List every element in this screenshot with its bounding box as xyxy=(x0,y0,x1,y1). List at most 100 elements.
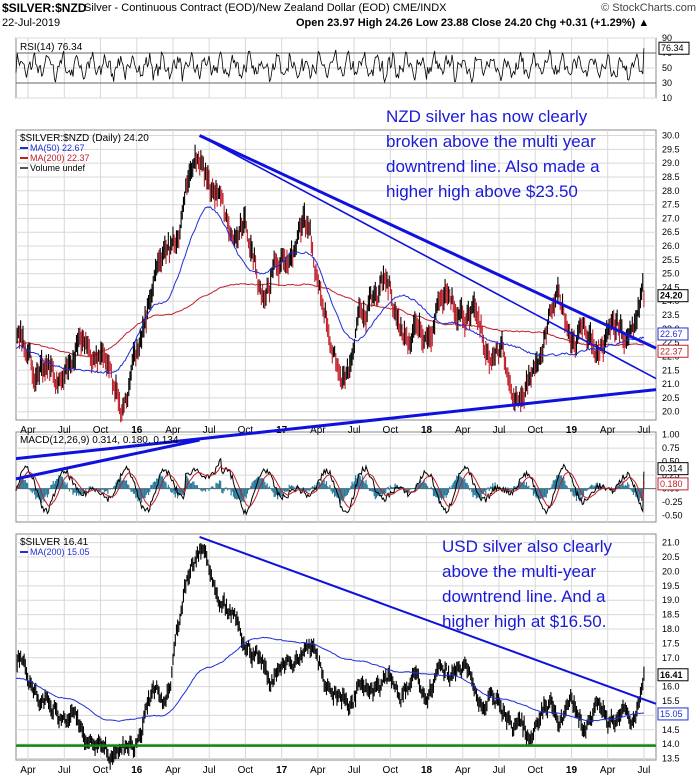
nzd-tick-label: 21.0 xyxy=(662,379,680,389)
macd-value-tag xyxy=(657,477,689,491)
rsi-tick-label: 30 xyxy=(662,78,672,88)
usd-ma200-line xyxy=(15,636,644,722)
macd-tick-label: 1.00 xyxy=(662,430,680,440)
rsi-tick-label: 10 xyxy=(662,93,672,103)
nzd-x-label: 18 xyxy=(421,425,433,436)
nzd-tick-label: 27.0 xyxy=(662,213,680,223)
usd-x-label: 19 xyxy=(566,765,578,776)
nzd-x-label: Jul xyxy=(493,425,506,436)
nzd-legend-entry: Volume undef xyxy=(30,163,86,173)
usd-value-tag xyxy=(657,707,689,721)
usd-tick-label: 21.0 xyxy=(662,538,680,548)
nzd-x-label: Apr xyxy=(455,425,471,436)
usd-x-label: Oct xyxy=(93,765,109,776)
macd-line xyxy=(15,457,645,516)
rsi-line xyxy=(15,48,645,84)
nzd-value-tag xyxy=(657,344,689,358)
usd-tick-label: 14.0 xyxy=(662,739,680,749)
usd-x-label: Apr xyxy=(165,765,181,776)
nzd-value-label: 22.67 xyxy=(660,329,683,339)
nzd-x-label: 16 xyxy=(131,425,143,436)
nzd-x-label: Apr xyxy=(600,425,616,436)
nzd-annotation: NZD silver has now clearly broken above … xyxy=(386,104,600,204)
rsi-value-tag xyxy=(658,41,690,55)
nzd-ma200-line xyxy=(15,282,644,358)
usd-x-label: Jul xyxy=(638,765,651,776)
usd-value-tag xyxy=(657,668,689,682)
usd-x-label: Jul xyxy=(348,765,361,776)
usd-legend-entry: MA(200) 15.05 xyxy=(30,547,90,557)
macd-trendline-extension xyxy=(15,438,200,481)
nzd-trendline xyxy=(199,134,657,380)
usd-tick-label: 20.5 xyxy=(662,552,680,562)
usd-x-label: Apr xyxy=(455,765,471,776)
nzd-legend-entry: MA(200) 22.37 xyxy=(30,153,90,163)
usd-x-label: 16 xyxy=(131,765,143,776)
nzd-x-label: Oct xyxy=(238,425,254,436)
usd-x-label: 17 xyxy=(276,765,288,776)
nzd-panel-frame xyxy=(15,129,657,421)
nzd-tick-label: 25.0 xyxy=(662,269,680,279)
macd-value-tag xyxy=(657,462,689,476)
nzd-x-label: 19 xyxy=(566,425,578,436)
nzd-tick-label: 28.0 xyxy=(662,186,680,196)
nzd-tick-label: 30.0 xyxy=(662,131,680,141)
nzd-value-label: 24.20 xyxy=(660,291,683,301)
macd-legend: MACD(12,26,9) 0.314, 0.180, 0.134 xyxy=(20,435,179,446)
nzd-x-label: Jul xyxy=(58,425,71,436)
nzd-tick-label: 26.5 xyxy=(662,227,680,237)
nzd-tick-label: 20.5 xyxy=(662,393,680,403)
nzd-annotation-line: broken above the multi year xyxy=(386,132,596,151)
macd-tick-label: 0.50 xyxy=(662,457,680,467)
symbol-title: $SILVER:$NZD xyxy=(2,1,87,15)
rsi-tick-label: 90 xyxy=(662,33,672,43)
macd-signal-line xyxy=(15,465,645,509)
watermark: © StockCharts.com xyxy=(601,2,696,14)
rsi-value-label: 76.34 xyxy=(661,43,684,53)
nzd-tick-label: 20.0 xyxy=(662,407,680,417)
usd-trendline xyxy=(199,535,657,705)
usd-tick-label: 13.5 xyxy=(662,754,680,764)
usd-tick-label: 18.0 xyxy=(662,624,680,634)
nzd-tick-label: 26.0 xyxy=(662,241,680,251)
nzd-x-label: Oct xyxy=(527,425,543,436)
nzd-value-label: 22.37 xyxy=(660,346,683,356)
chart-header: $SILVER:$NZD Silver - Continuous Contrac… xyxy=(0,0,700,34)
nzd-x-label: Jul xyxy=(348,425,361,436)
usd-annotation-line: above the multi-year xyxy=(442,562,597,581)
nzd-tick-label: 28.5 xyxy=(662,172,680,182)
usd-tick-label: 17.0 xyxy=(662,653,680,663)
nzd-tick-label: 22.5 xyxy=(662,338,680,348)
nzd-annotation-line: downtrend line. Also made a xyxy=(386,157,600,176)
nzd-annotation-line: higher high above $23.50 xyxy=(386,182,578,201)
usd-annotation-line: downtrend line. And a xyxy=(442,587,606,606)
usd-x-label: Jul xyxy=(493,765,506,776)
nzd-tick-label: 25.5 xyxy=(662,255,680,265)
usd-x-label: Oct xyxy=(238,765,254,776)
usd-tick-label: 19.5 xyxy=(662,581,680,591)
nzd-tick-label: 24.5 xyxy=(662,282,680,292)
usd-x-label: Apr xyxy=(310,765,326,776)
usd-annotation: USD silver also clearly above the multi-… xyxy=(442,534,612,634)
nzd-trendline xyxy=(15,388,657,461)
nzd-x-label: Oct xyxy=(383,425,399,436)
nzd-x-label: Jul xyxy=(203,425,216,436)
usd-annotation-line: higher high at $16.50. xyxy=(442,612,607,631)
instrument-name: Silver - Continuous Contract (EOD)/New Z… xyxy=(84,2,447,14)
nzd-x-label: Apr xyxy=(165,425,181,436)
nzd-ma50-line xyxy=(15,206,645,374)
nzd-tick-label: 21.5 xyxy=(662,365,680,375)
usd-annotation-line: USD silver also clearly xyxy=(442,537,613,556)
usd-x-label: Jul xyxy=(203,765,216,776)
usd-x-label: Jul xyxy=(58,765,71,776)
usd-tick-label: 17.5 xyxy=(662,638,680,648)
ohlc-readout: Open 23.97 High 24.26 Low 23.88 Close 24… xyxy=(296,17,650,29)
rsi-legend: RSI(14) 76.34 xyxy=(20,42,83,53)
usd-tick-label: 15.5 xyxy=(662,696,680,706)
usd-x-label: Oct xyxy=(383,765,399,776)
macd-value-label: 0.180 xyxy=(660,479,683,489)
usd-x-label: Oct xyxy=(527,765,543,776)
usd-tick-label: 18.5 xyxy=(662,610,680,620)
macd-tick-label: 0.75 xyxy=(662,443,680,453)
